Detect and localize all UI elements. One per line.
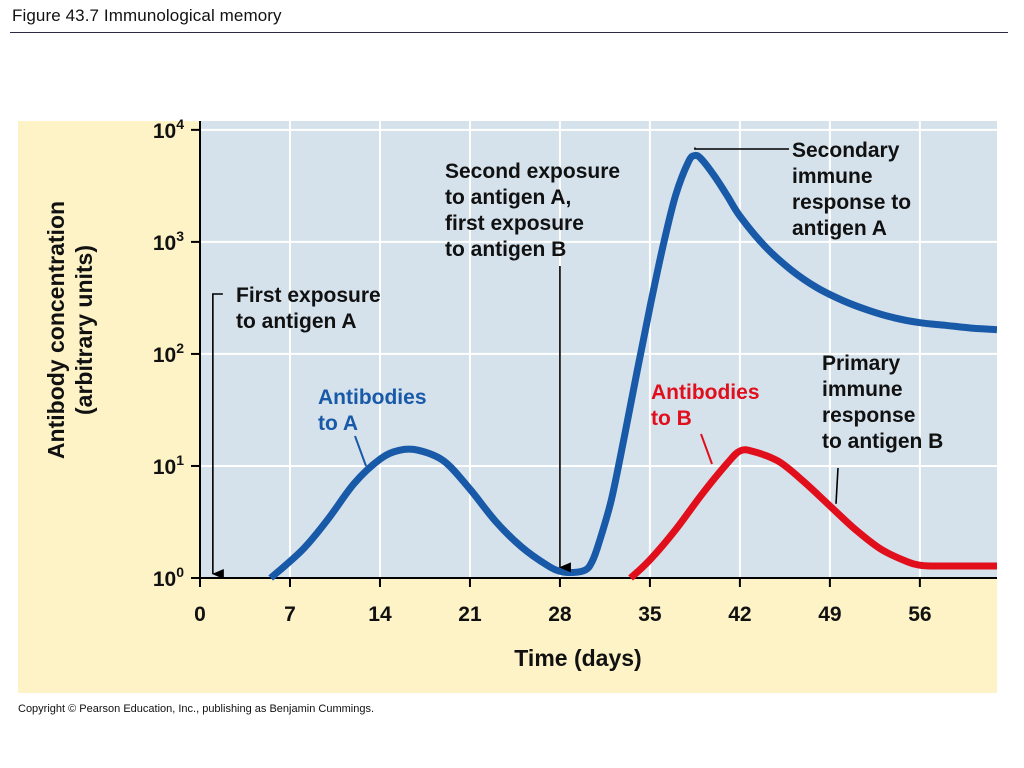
annotation-secondary-response: Secondary immune response to antigen A	[792, 139, 911, 240]
series-layer	[268, 151, 997, 581]
x-tick-label: 14	[368, 603, 392, 626]
annotations-layer: Antibodies to A Antibodies to B First exposu…	[211, 139, 943, 579]
x-tick-label: 28	[548, 603, 572, 626]
annotation-first-exposure-a: First exposure to antigen A	[236, 284, 381, 333]
x-tick-label: 35	[638, 603, 662, 626]
x-axis-title: Time (days)	[514, 645, 641, 671]
x-tick-label: 49	[818, 603, 841, 626]
first-exposure-arrow	[211, 293, 224, 579]
x-tick-label: 42	[728, 603, 751, 626]
x-tick-label: 7	[284, 603, 296, 626]
series-b-label-leader	[700, 433, 713, 465]
primary-response-leader	[835, 467, 839, 504]
y-tick-label: 103	[153, 228, 184, 255]
axes	[191, 121, 997, 587]
tick-labels: 0 7 14 21 28 35 42 49 56 100 101 102 103 104	[153, 116, 932, 626]
gridlines	[200, 121, 997, 578]
annotation-second-exposure: Second exposure to antigen A, first exposu…	[445, 160, 620, 261]
copyright-notice: Copyright © Pearson Education, Inc., pub…	[18, 703, 375, 715]
figure-title: Figure 43.7 Immunological memory	[12, 6, 282, 25]
title-divider	[10, 32, 1008, 33]
series-a-label-leader	[354, 435, 367, 467]
plot-area-background	[200, 121, 997, 578]
x-tick-label: 21	[458, 603, 482, 626]
series-b-label: Antibodies to B	[651, 381, 760, 430]
y-tick-label: 100	[153, 564, 184, 591]
axis-titles: Time (days) Antibody concentration(arbitr…	[43, 201, 642, 671]
series-antibodies-a-line	[268, 151, 997, 581]
x-tick-label: 0	[194, 603, 206, 626]
secondary-response-leader	[694, 147, 789, 150]
y-tick-label: 102	[153, 340, 184, 367]
annotation-primary-response: Primary immune response to antigen B	[822, 352, 943, 453]
y-axis-title: Antibody concentration(arbitrary units)	[43, 201, 97, 459]
y-tick-label: 104	[153, 116, 184, 143]
x-tick-label: 56	[908, 603, 931, 626]
y-tick-label: 101	[153, 452, 184, 479]
series-antibodies-b-line	[628, 446, 997, 581]
series-a-label: Antibodies to A	[318, 386, 427, 435]
